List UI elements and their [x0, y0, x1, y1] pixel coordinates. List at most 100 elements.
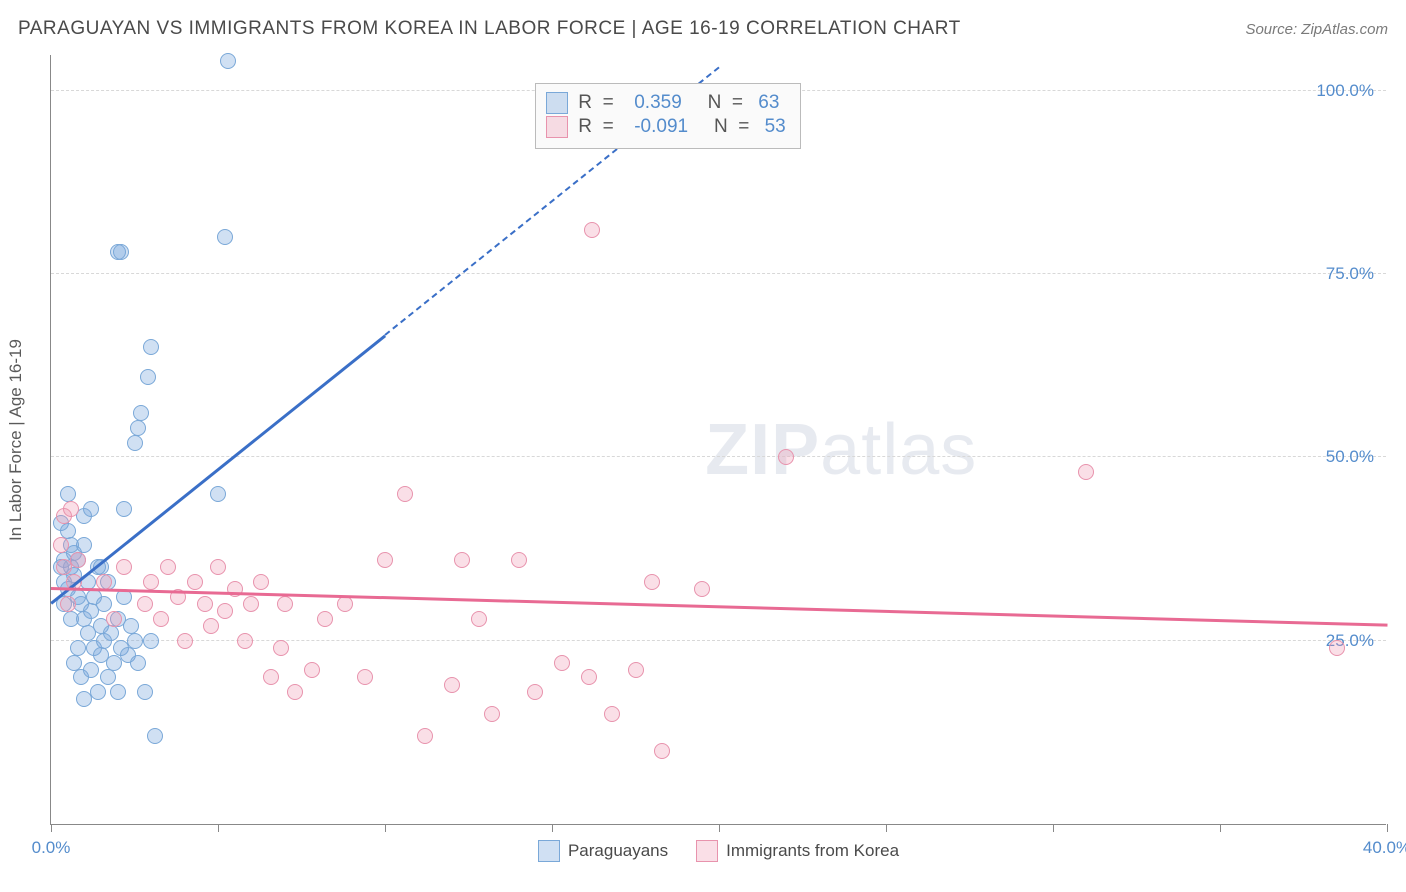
- data-point-pink: [263, 669, 279, 685]
- legend-swatch-blue: [538, 840, 560, 862]
- data-point-pink: [160, 559, 176, 575]
- legend-item-korea: Immigrants from Korea: [696, 840, 899, 862]
- data-point-blue: [110, 684, 126, 700]
- data-point-pink: [137, 596, 153, 612]
- data-point-blue: [127, 633, 143, 649]
- data-point-blue: [60, 523, 76, 539]
- watermark-atlas: atlas: [820, 410, 977, 490]
- data-point-blue: [83, 501, 99, 517]
- gridline-h: [51, 273, 1386, 274]
- series-legend: Paraguayans Immigrants from Korea: [51, 840, 1386, 862]
- data-point-pink: [1329, 640, 1345, 656]
- data-point-blue: [220, 53, 236, 69]
- data-point-blue: [100, 669, 116, 685]
- data-point-pink: [397, 486, 413, 502]
- chart-container: PARAGUAYAN VS IMMIGRANTS FROM KOREA IN L…: [0, 0, 1406, 892]
- data-point-pink: [484, 706, 500, 722]
- n-label: N =: [692, 92, 743, 114]
- r-label: R =: [578, 92, 613, 114]
- data-point-pink: [377, 552, 393, 568]
- data-point-pink: [644, 574, 660, 590]
- watermark: ZIPatlas: [705, 409, 977, 491]
- legend-label: Immigrants from Korea: [726, 841, 899, 861]
- x-tick: [51, 824, 52, 832]
- data-point-pink: [217, 603, 233, 619]
- data-point-pink: [60, 596, 76, 612]
- x-tick: [385, 824, 386, 832]
- data-point-blue: [83, 662, 99, 678]
- n-value: 63: [753, 92, 779, 114]
- data-point-blue: [210, 486, 226, 502]
- data-point-blue: [133, 405, 149, 421]
- data-point-pink: [1078, 464, 1094, 480]
- data-point-pink: [227, 581, 243, 597]
- data-point-pink: [197, 596, 213, 612]
- data-point-blue: [143, 339, 159, 355]
- data-point-pink: [357, 669, 373, 685]
- data-point-pink: [187, 574, 203, 590]
- legend-label: Paraguayans: [568, 841, 668, 861]
- data-point-blue: [96, 596, 112, 612]
- data-point-pink: [554, 655, 570, 671]
- data-point-pink: [273, 640, 289, 656]
- correlation-stats-box: R = 0.359 N = 63R = -0.091 N = 53: [535, 83, 800, 149]
- data-point-blue: [103, 625, 119, 641]
- data-point-blue: [70, 640, 86, 656]
- data-point-pink: [203, 618, 219, 634]
- legend-item-paraguayans: Paraguayans: [538, 840, 668, 862]
- x-tick-label: 0.0%: [32, 838, 71, 858]
- data-point-pink: [177, 633, 193, 649]
- x-tick: [886, 824, 887, 832]
- data-point-pink: [628, 662, 644, 678]
- n-value: 53: [759, 116, 785, 138]
- y-axis-label: In Labor Force | Age 16-19: [6, 55, 26, 825]
- data-point-pink: [454, 552, 470, 568]
- data-point-pink: [527, 684, 543, 700]
- n-label: N =: [698, 116, 749, 138]
- data-point-pink: [581, 669, 597, 685]
- chart-title: PARAGUAYAN VS IMMIGRANTS FROM KOREA IN L…: [18, 18, 961, 40]
- data-point-blue: [140, 369, 156, 385]
- x-tick-label: 40.0%: [1363, 838, 1406, 858]
- plot-area: ZIPatlas Paraguayans Immigrants from Kor…: [50, 55, 1386, 825]
- stats-swatch: [546, 92, 568, 114]
- data-point-pink: [70, 552, 86, 568]
- x-tick: [719, 824, 720, 832]
- gridline-h: [51, 456, 1386, 457]
- y-tick-label: 75.0%: [1326, 264, 1374, 284]
- data-point-pink: [694, 581, 710, 597]
- legend-swatch-pink: [696, 840, 718, 862]
- data-point-pink: [337, 596, 353, 612]
- y-tick-label: 50.0%: [1326, 447, 1374, 467]
- data-point-blue: [90, 684, 106, 700]
- data-point-pink: [778, 449, 794, 465]
- data-point-pink: [53, 537, 69, 553]
- data-point-pink: [317, 611, 333, 627]
- x-tick: [552, 824, 553, 832]
- data-point-blue: [217, 229, 233, 245]
- data-point-pink: [584, 222, 600, 238]
- stats-row-blue: R = 0.359 N = 63: [546, 92, 785, 114]
- data-point-pink: [143, 574, 159, 590]
- data-point-pink: [654, 743, 670, 759]
- data-point-blue: [137, 684, 153, 700]
- data-point-blue: [113, 244, 129, 260]
- x-tick: [1053, 824, 1054, 832]
- x-tick: [1387, 824, 1388, 832]
- data-point-pink: [287, 684, 303, 700]
- data-point-pink: [153, 611, 169, 627]
- data-point-pink: [237, 633, 253, 649]
- data-point-blue: [66, 655, 82, 671]
- y-tick-label: 100.0%: [1316, 81, 1374, 101]
- data-point-pink: [511, 552, 527, 568]
- data-point-blue: [60, 486, 76, 502]
- data-point-pink: [253, 574, 269, 590]
- data-point-pink: [210, 559, 226, 575]
- data-point-blue: [130, 420, 146, 436]
- data-point-pink: [304, 662, 320, 678]
- data-point-pink: [604, 706, 620, 722]
- data-point-blue: [123, 618, 139, 634]
- stats-row-pink: R = -0.091 N = 53: [546, 116, 785, 138]
- data-point-blue: [147, 728, 163, 744]
- stats-swatch: [546, 116, 568, 138]
